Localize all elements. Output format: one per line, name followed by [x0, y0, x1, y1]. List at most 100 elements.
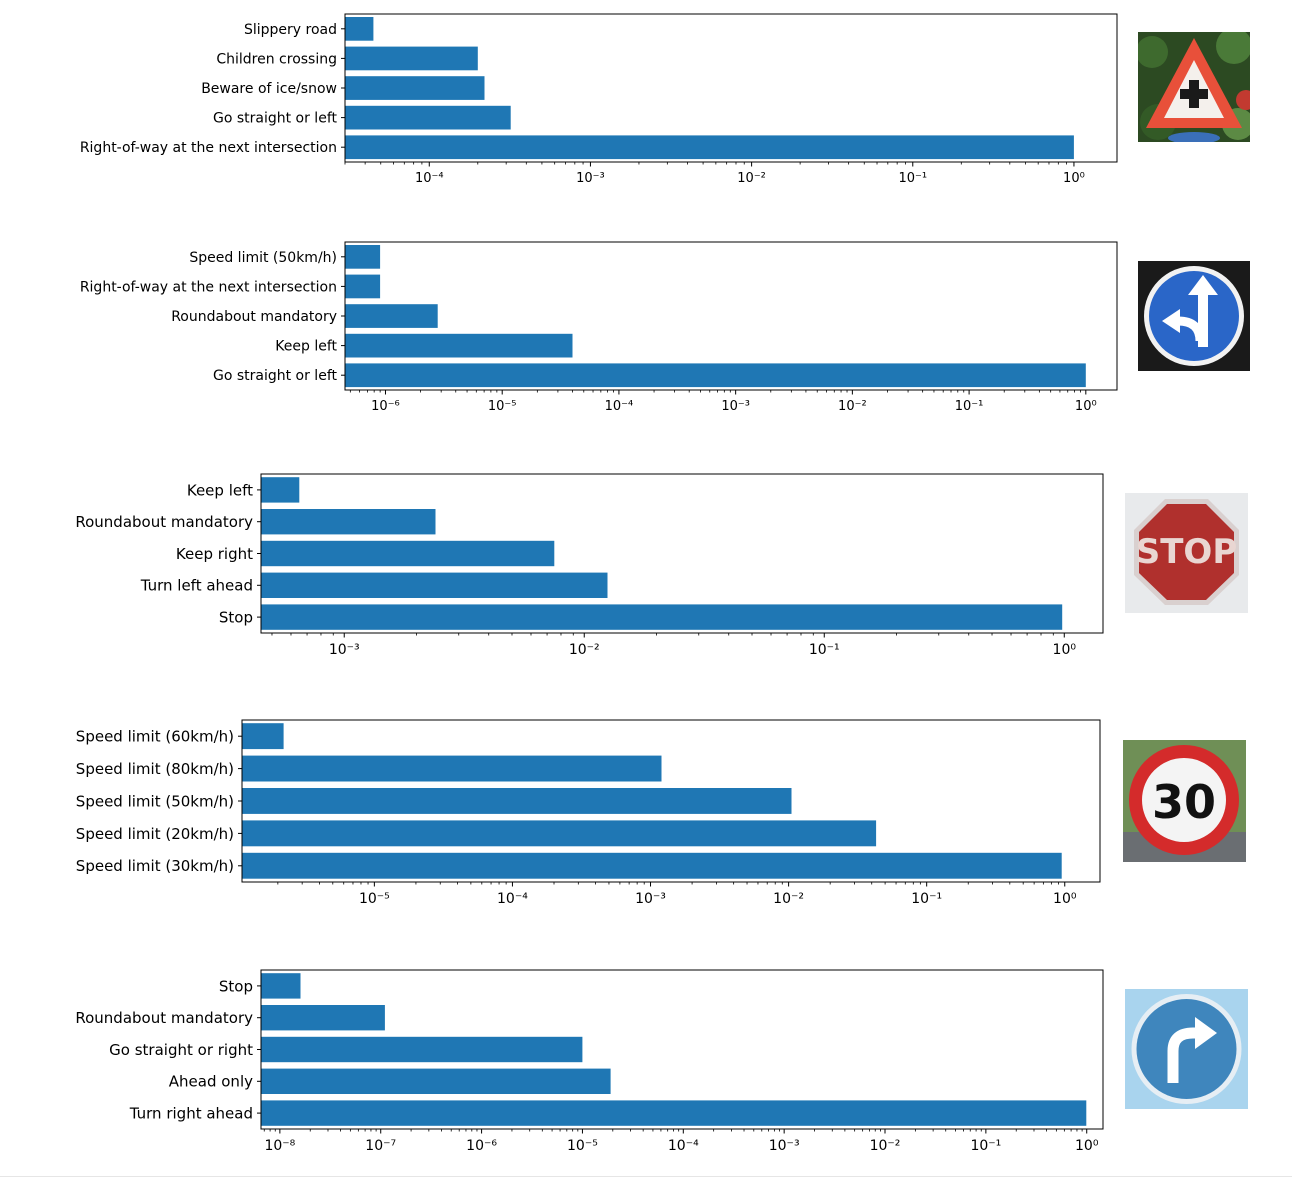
x-tick-label: 10⁻⁵ [488, 399, 517, 414]
bar [345, 105, 511, 130]
sign-image-3: STOP [1125, 493, 1248, 613]
bar [345, 46, 478, 71]
sign-image-4: 30 [1123, 740, 1246, 862]
x-tick-label: 10⁰ [1075, 399, 1097, 414]
sign-image-2 [1138, 261, 1250, 371]
plot-frame [260, 969, 1104, 1130]
category-label: Right-of-way at the next intersection [80, 140, 337, 156]
chart-1: Slippery road Children crossing Beware of … [80, 13, 1118, 186]
category-label: Speed limit (30km/h) [76, 857, 234, 875]
x-tick-label: 10⁻² [737, 171, 766, 186]
chart-3: Keep left Roundabout mandatory Keep right T… [75, 473, 1104, 658]
x-tick-label: 10⁻³ [635, 891, 666, 907]
category-label: Children crossing [216, 51, 337, 67]
category-label: Speed limit (80km/h) [76, 760, 234, 778]
x-tick-label: 10⁰ [1063, 171, 1085, 186]
bar [261, 1068, 611, 1094]
bar [261, 572, 608, 598]
x-tick-label: 10⁻⁴ [497, 891, 528, 907]
sign-image-1 [1138, 32, 1250, 142]
bar [242, 820, 877, 847]
x-tick-label: 10⁻¹ [970, 1138, 1001, 1154]
speed-limit-30-sign-icon: 30 [1123, 740, 1246, 862]
chart-5: Stop Roundabout mandatory Go straight or r… [75, 969, 1104, 1154]
category-label: Go straight or left [213, 111, 338, 127]
plot-frame [260, 473, 1104, 634]
category-label: Speed limit (20km/h) [76, 825, 234, 843]
bar [345, 17, 374, 41]
x-tick-label: 10⁰ [1053, 891, 1077, 907]
x-tick-label: 10⁻⁷ [365, 1138, 396, 1154]
category-label: Right-of-way at the next intersection [80, 279, 337, 295]
bar [242, 723, 284, 750]
bar [261, 1005, 385, 1031]
x-tick-label: 10⁻³ [329, 642, 360, 658]
x-tick-label: 10⁰ [1075, 1138, 1099, 1154]
x-tick-label: 10⁻¹ [809, 642, 840, 658]
x-tick-label: 10⁻² [773, 891, 804, 907]
bar [261, 1100, 1087, 1126]
bar [261, 973, 301, 999]
x-tick-label: 10⁻³ [769, 1138, 800, 1154]
chart-2: Speed limit (50km/h) Right-of-way at the … [80, 241, 1118, 414]
svg-text:30: 30 [1152, 775, 1216, 829]
category-label: Keep left [187, 481, 253, 499]
bar [242, 788, 792, 814]
x-tick-label: 10⁻¹ [955, 399, 984, 414]
category-label: Stop [219, 609, 253, 627]
svg-text:STOP: STOP [1136, 532, 1238, 572]
x-tick-label: 10⁻⁴ [605, 399, 634, 414]
chart-4: Speed limit (60km/h) Speed limit (80km/h)… [76, 719, 1101, 907]
plot-frame [241, 719, 1101, 883]
right-of-way-sign-icon [1138, 32, 1250, 142]
category-label: Keep right [176, 545, 253, 563]
bar [345, 76, 485, 100]
category-label: Roundabout mandatory [171, 309, 337, 325]
category-label: Stop [219, 977, 253, 995]
bar [261, 509, 436, 535]
plot-frame [344, 13, 1118, 163]
x-tick-label: 10⁰ [1053, 642, 1077, 658]
x-tick-label: 10⁻⁵ [567, 1138, 598, 1154]
bar [242, 852, 1062, 879]
sign-image-5 [1125, 989, 1248, 1109]
x-tick-label: 10⁻³ [721, 399, 750, 414]
x-tick-label: 10⁻¹ [898, 171, 927, 186]
x-tick-label: 10⁻⁵ [359, 891, 390, 907]
bar [345, 135, 1074, 160]
bar [242, 755, 662, 782]
category-label: Turn right ahead [129, 1105, 253, 1123]
category-label: Speed limit (50km/h) [76, 792, 234, 810]
category-label: Speed limit (50km/h) [189, 250, 337, 266]
x-tick-label: 10⁻⁸ [264, 1138, 295, 1154]
category-label: Speed limit (60km/h) [76, 728, 234, 746]
bar [261, 540, 555, 567]
category-label: Beware of ice/snow [201, 81, 337, 97]
bar [345, 363, 1086, 388]
category-label: Go straight or left [213, 368, 338, 384]
x-tick-label: 10⁻⁶ [466, 1138, 497, 1154]
bar [261, 604, 1063, 630]
bar [261, 1036, 583, 1063]
category-label: Keep left [275, 339, 337, 355]
bar [345, 333, 573, 358]
category-label: Ahead only [169, 1073, 253, 1091]
x-tick-label: 10⁻⁴ [668, 1138, 699, 1154]
x-tick-label: 10⁻⁴ [415, 171, 444, 186]
bar [261, 477, 300, 503]
x-tick-label: 10⁻² [838, 399, 867, 414]
plot-frame [344, 241, 1118, 391]
category-label: Roundabout mandatory [75, 513, 253, 531]
turn-right-ahead-sign-icon [1125, 989, 1248, 1109]
page-bottom-rule [0, 1176, 1292, 1177]
bar [345, 304, 438, 328]
x-tick-label: 10⁻¹ [911, 891, 942, 907]
x-tick-label: 10⁻² [870, 1138, 901, 1154]
stop-sign-icon: STOP [1125, 493, 1248, 613]
x-tick-label: 10⁻⁶ [371, 399, 400, 414]
x-tick-label: 10⁻³ [576, 171, 605, 186]
bar [345, 245, 381, 269]
category-label: Roundabout mandatory [75, 1009, 253, 1027]
